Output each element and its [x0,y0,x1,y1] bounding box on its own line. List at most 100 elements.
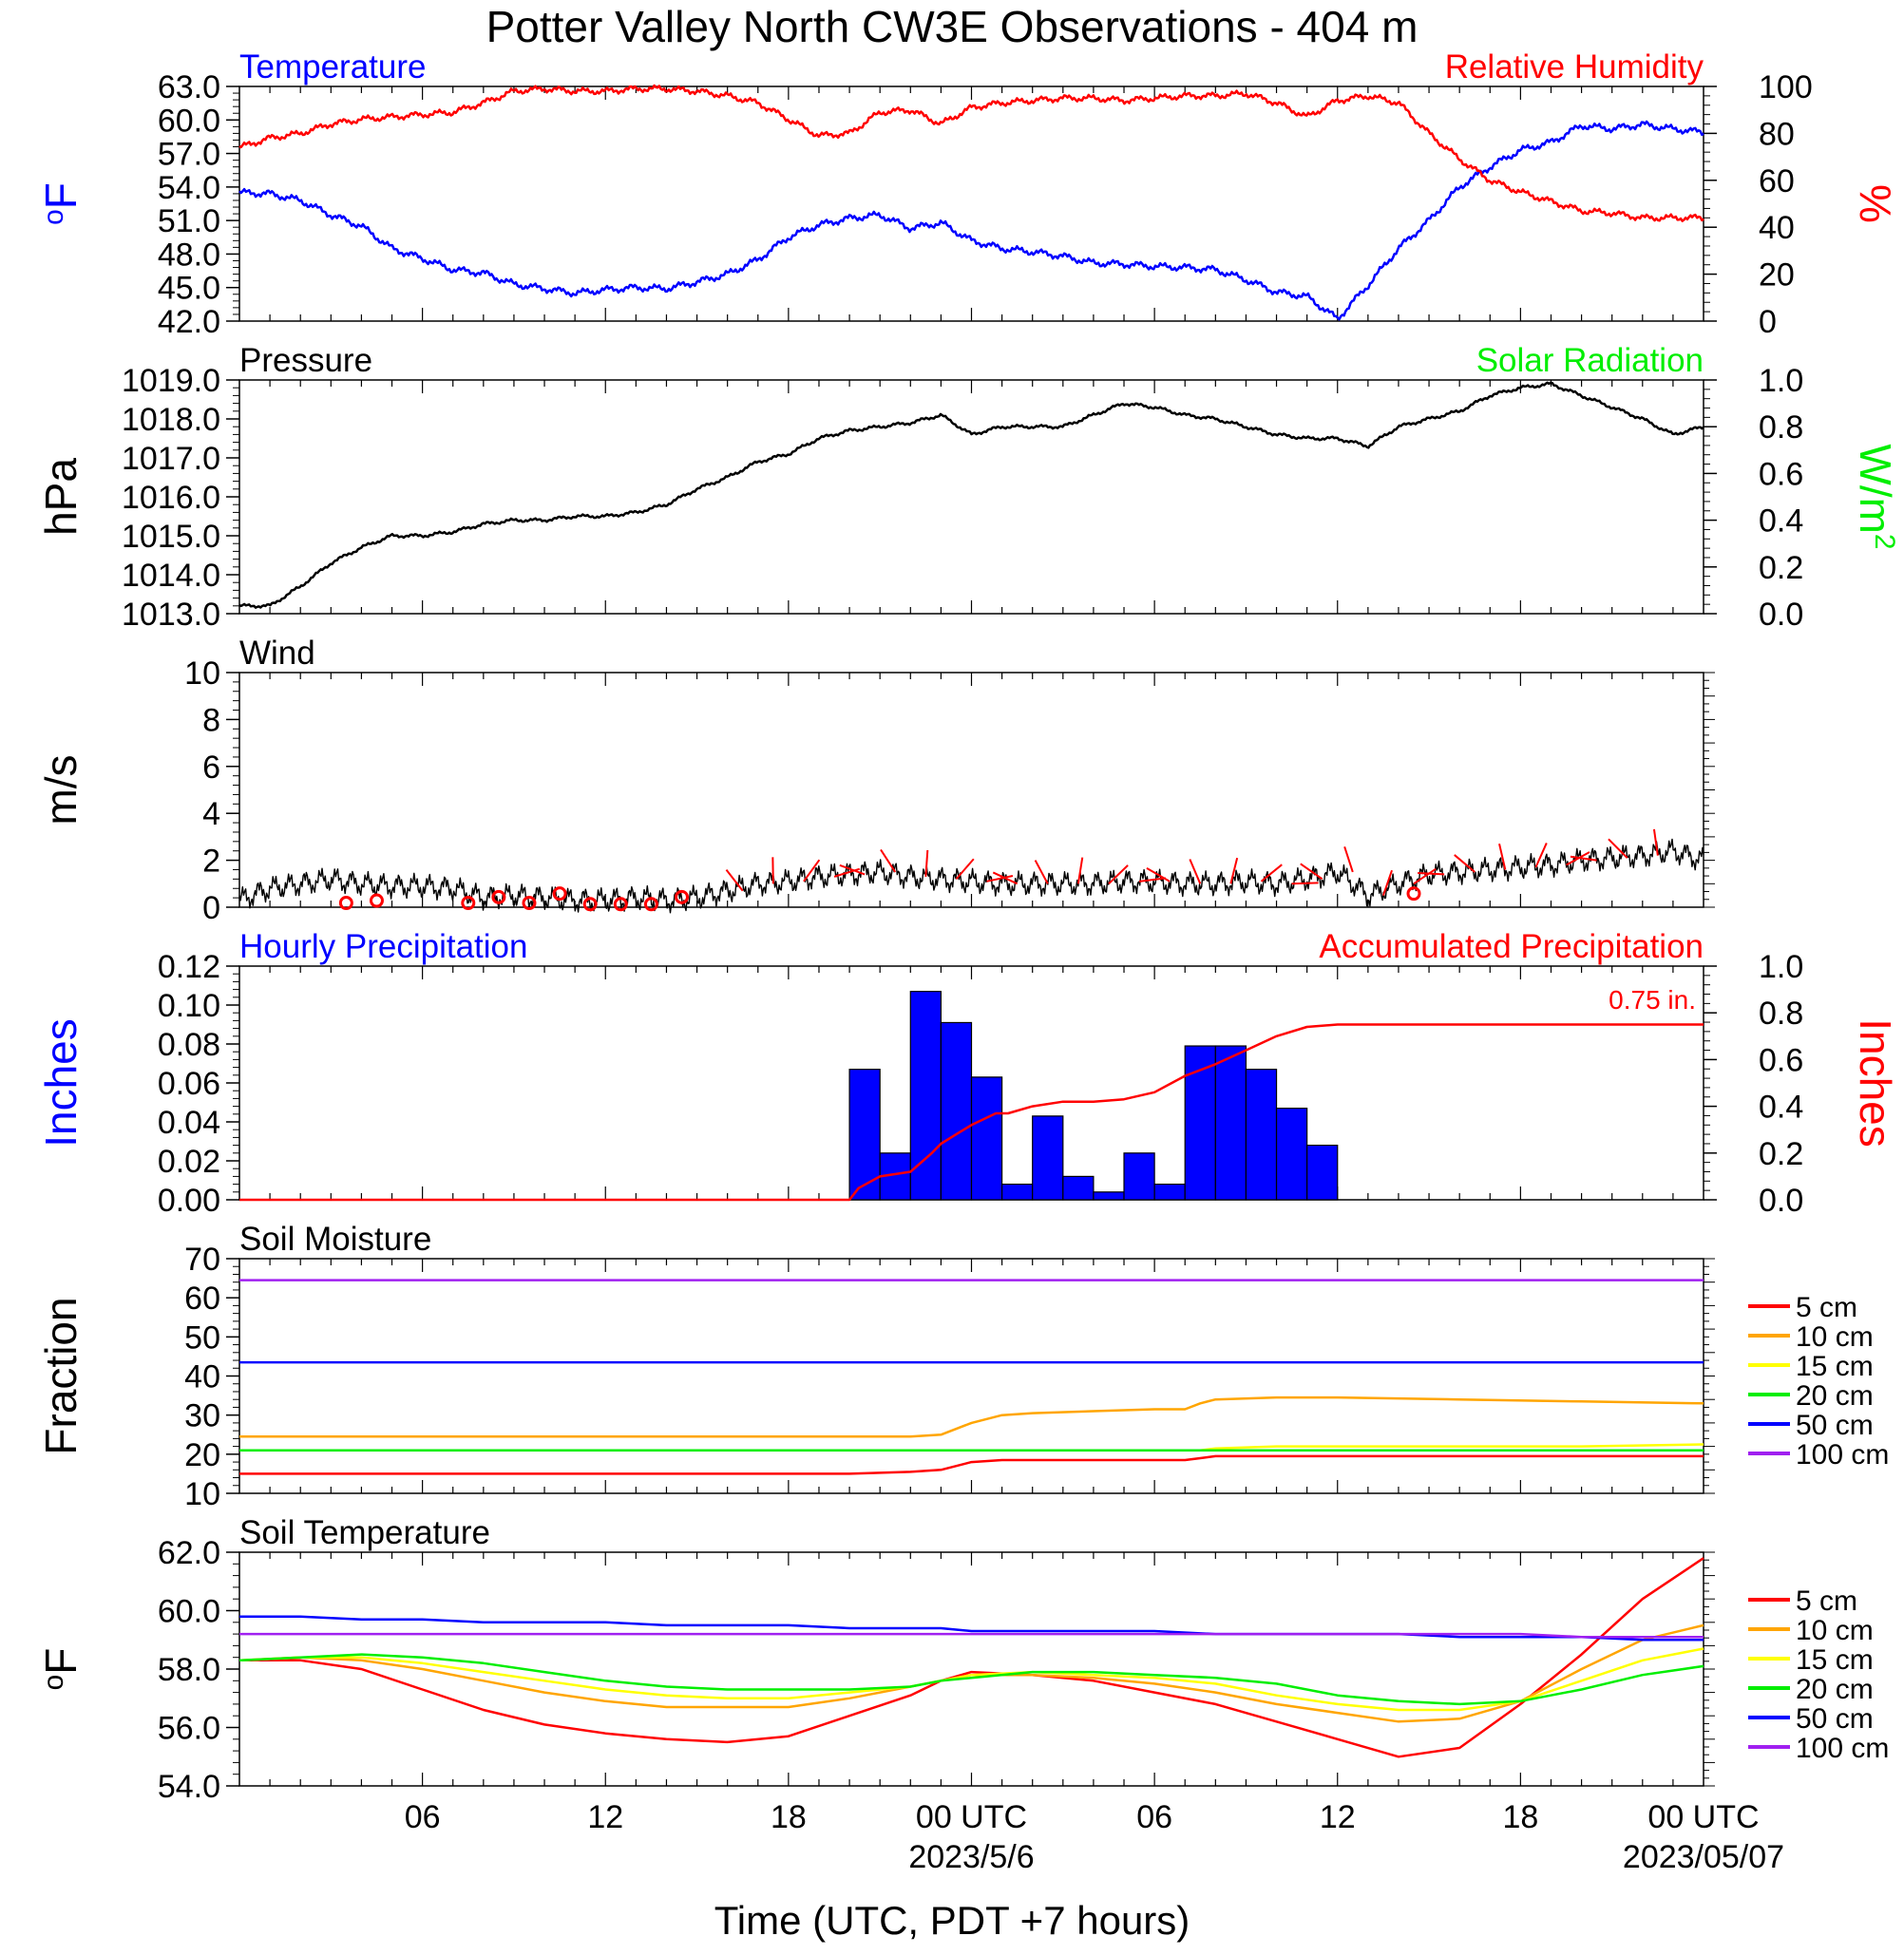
y-right-tick-label: 20 [1759,257,1795,294]
panel-title-left: Soil Moisture [239,1221,431,1258]
y-right-tick-label: 40 [1759,210,1795,246]
calm-wind-marker [522,896,537,911]
y-unit-label-left: Inches [36,1018,86,1148]
y-tick-label: 10 [184,1476,220,1512]
y-right-tick-label: 0.0 [1759,1183,1803,1219]
y-tick-label: 51.0 [158,203,220,239]
panel-frame [238,379,1704,615]
y-unit-label-right: Inches [1851,1018,1900,1148]
y-tick-label: 1019.0 [122,363,220,399]
time-axis: 06 12 18 00 UTC 06 12 18 00 UTC 2023/5/6 2023/05/… [405,1799,1784,1875]
y-right-tick-label: 100 [1759,69,1813,105]
y-right-tick-label: 1.0 [1759,949,1803,985]
precip-bar [1184,1045,1216,1201]
wind-direction-barb [1343,846,1354,873]
figure-title: Potter Valley North CW3E Observations - … [486,2,1418,51]
precip-bar [1032,1115,1064,1201]
panel-title-left: Wind [239,635,315,672]
wind-direction-barb [880,848,897,873]
y-tick-label: 0 [202,890,220,926]
y-unit-label-right: W/m2 [1851,444,1900,549]
panel-title-right: Relative Humidity [1445,48,1704,85]
legend-label: 50 cm [1796,1410,1874,1441]
wind-direction-barb [992,871,1019,885]
wind-direction-barb [1454,854,1476,873]
y-tick-label: 56.0 [158,1711,220,1747]
y-tick-label: 1015.0 [122,519,220,555]
panel-title-right: Solar Radiation [1476,342,1704,379]
y-tick-label: 70 [184,1242,220,1278]
precip-bar [1275,1108,1308,1201]
y-right-tick-label: 1.0 [1759,363,1803,399]
calm-wind-marker [552,886,567,902]
wind-direction-barb [1076,857,1084,884]
wind-direction-barb [955,858,975,881]
series-line-pressure [238,381,1704,609]
y-tick-label: 1017.0 [122,441,220,477]
y-tick-label: 42.0 [158,304,220,340]
wind-direction-barb [1534,843,1548,868]
calm-wind-marker [675,889,690,904]
y-tick-label: 45.0 [158,271,220,307]
y-tick-label: 50 [184,1319,220,1356]
wind-direction-barb [1652,828,1659,856]
legend-label: 50 cm [1796,1703,1874,1735]
precip-bar [1093,1191,1125,1201]
y-tick-label: 0.10 [158,988,220,1024]
superscript-2: 2 [1869,534,1900,550]
y-tick-label: 8 [202,702,220,738]
y-tick-label: 0.02 [158,1144,220,1180]
legend-label: 5 cm [1796,1292,1857,1323]
panels-group: 63.060.057.054.051.048.045.042.010080604… [36,48,1900,1805]
fahrenheit-letter: F [36,182,86,209]
y-right-tick-label: 60 [1759,163,1795,199]
y-tick-label: 6 [202,750,220,786]
date-label: 2023/05/07 [1623,1839,1784,1875]
series-line-20-cm [238,1653,1704,1706]
y-tick-label: 0.04 [158,1105,220,1141]
y-right-tick-label: 0.4 [1759,1090,1803,1126]
time-axis-label: Time (UTC, PDT +7 hours) [714,1898,1190,1943]
y-right-tick-label: 0.6 [1759,456,1803,492]
y-unit-label-left: m/s [36,754,86,825]
panel-title-left: Hourly Precipitation [239,928,527,965]
legend-label: 20 cm [1796,1674,1874,1705]
calm-wind-marker [338,896,353,911]
panel-frame [238,1258,1704,1494]
wind-direction-barb [1260,864,1283,883]
wind-direction-barb [1608,838,1628,859]
wind-direction-barb [1189,859,1202,884]
precip-bar [1153,1183,1186,1201]
wind-direction-barb [725,869,744,892]
y-right-tick-label: 0.8 [1759,409,1803,446]
panel-pressure-solar: 1019.01018.01017.01016.01015.01014.01013… [36,342,1900,633]
panel-wind: 10 8 6 4 2 0 Wind m/s [36,635,1715,926]
series-line-5-cm [239,1557,1704,1758]
precip-bar [1062,1175,1095,1201]
y-tick-label: 58.0 [158,1652,220,1688]
legend-label: 10 cm [1796,1615,1874,1646]
wind-direction-barb [1034,860,1049,884]
series-line-100-cm [239,1632,1704,1639]
y-unit-label-left: Fraction [36,1297,86,1454]
time-tick-label: 00 UTC [1647,1799,1759,1835]
y-tick-label: 60.0 [158,1594,220,1630]
wind-direction-barb [1418,871,1445,876]
y-unit-label-left: hPa [36,458,86,536]
wind-direction-barb [924,849,929,877]
y-tick-label: 62.0 [158,1535,220,1571]
calm-wind-marker [369,893,384,908]
y-tick-label: 54.0 [158,1769,220,1805]
wind-direction-barb [1570,855,1597,862]
y-unit-label-right: % [1851,184,1900,223]
legend-label: 100 cm [1796,1733,1889,1764]
y-unit-label-left: oF [36,182,86,225]
y-tick-label: 54.0 [158,170,220,206]
y-right-tick-label: 0.4 [1759,503,1803,540]
time-tick-label: 06 [1136,1799,1172,1835]
panel-title-left: Soil Temperature [239,1514,490,1551]
time-tick-label: 12 [587,1799,623,1835]
legend-label: 20 cm [1796,1380,1874,1412]
series-line-50-cm [239,1615,1704,1642]
series-line-15-cm [238,1647,1704,1712]
